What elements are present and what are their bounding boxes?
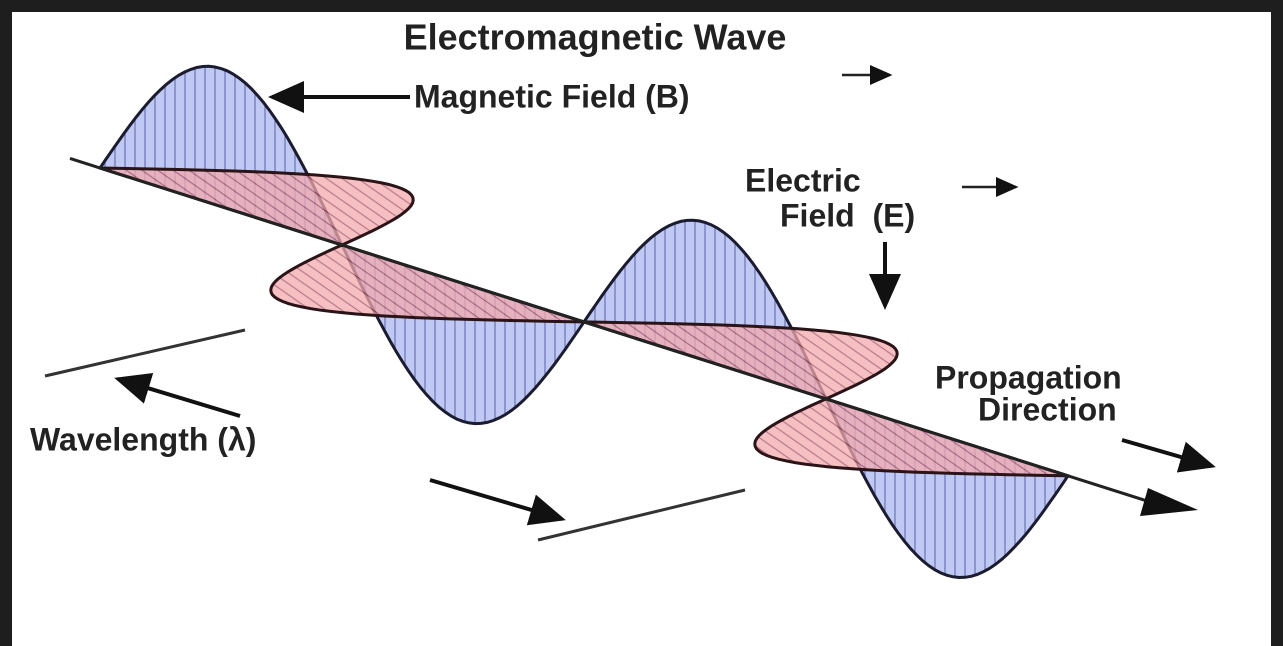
- title: Electromagnetic Wave: [404, 17, 787, 58]
- wavelength-label: Wavelength (λ): [30, 421, 256, 457]
- propagation-label-2: Direction: [978, 391, 1117, 427]
- propagation-label-1: Propagation: [935, 359, 1122, 395]
- electric-label-2: Field (E): [780, 197, 915, 233]
- page: {"title": "Electromagnetic Wave", "magne…: [0, 0, 1283, 646]
- electric-label-1: Electric: [745, 162, 861, 198]
- diagram: Electromagnetic Wave Magnetic Field (B) …: [0, 0, 1283, 646]
- magnetic-label: Magnetic Field (B): [414, 78, 690, 114]
